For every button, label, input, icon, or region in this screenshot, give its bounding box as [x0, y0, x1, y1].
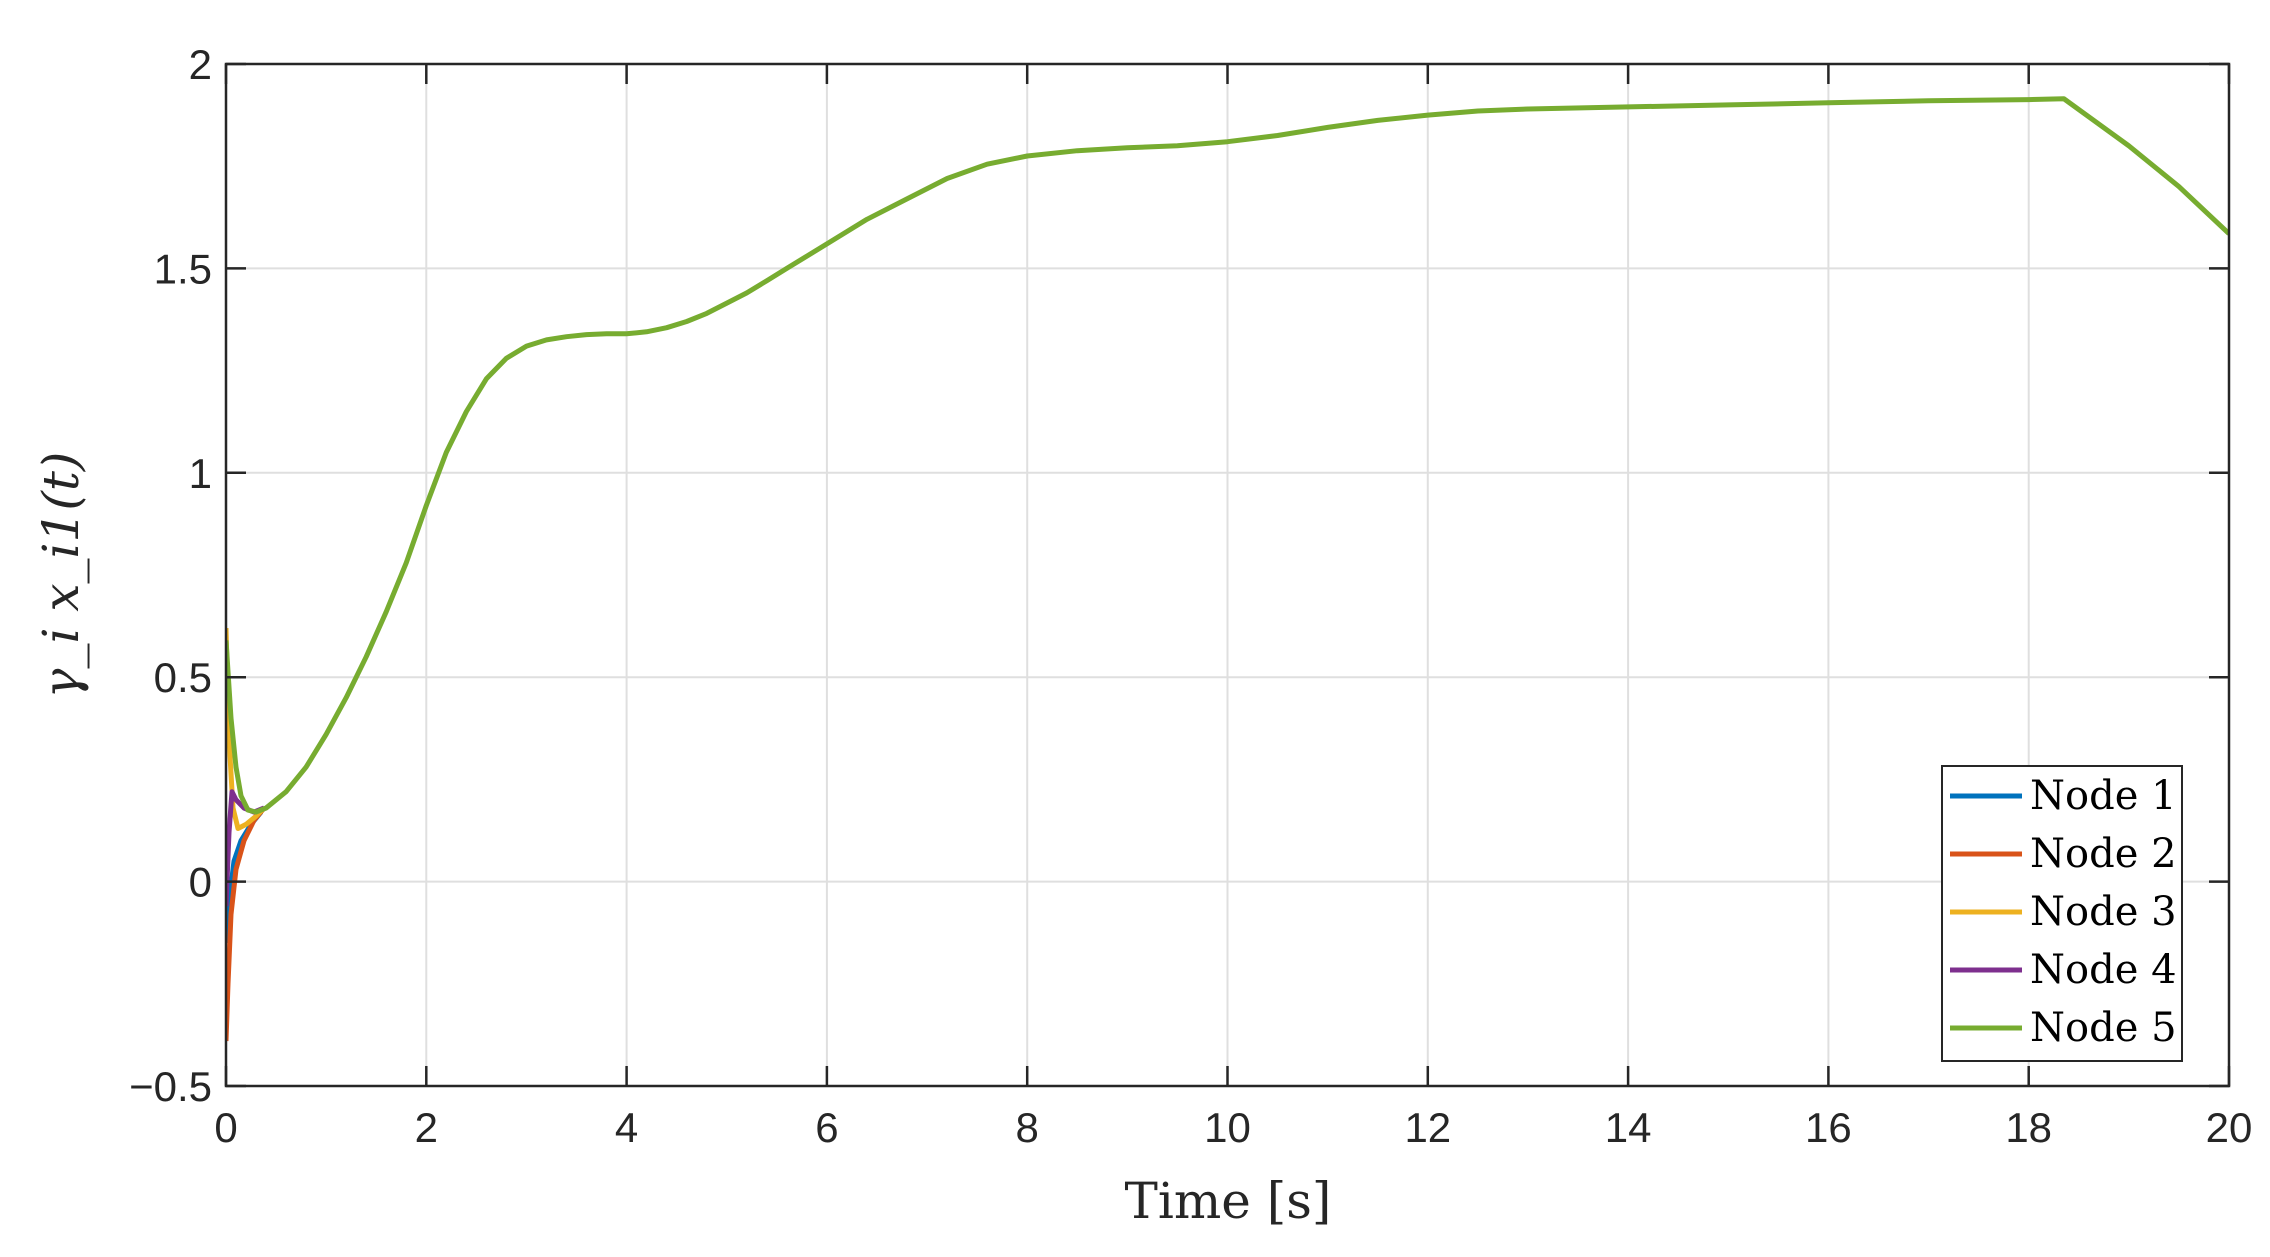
- legend-label: Node 3: [2030, 889, 2177, 935]
- x-tick-label: 18: [2005, 1104, 2052, 1151]
- x-tick-label: 8: [1016, 1104, 1039, 1151]
- y-tick-labels: −0.5 0 0.5 1 1.5 2: [129, 41, 212, 1110]
- x-tick-label: 16: [1805, 1104, 1852, 1151]
- y-tick-label: 1.5: [154, 245, 212, 292]
- grid-lines: [226, 64, 2229, 1086]
- legend-label: Node 5: [2030, 1005, 2177, 1051]
- y-tick-label: 0.5: [154, 654, 212, 701]
- x-tick-label: 6: [815, 1104, 838, 1151]
- series-line-node-3: [226, 628, 266, 831]
- series-line-node-5: [226, 96, 2229, 815]
- x-tick-label: 2: [415, 1104, 438, 1151]
- axis-ticks: [224, 62, 2231, 1088]
- y-tick-label: 2: [189, 41, 212, 88]
- y-tick-label: −0.5: [129, 1063, 212, 1110]
- x-tick-labels: 0 2 4 6 8 10 12 14 16 18 20: [214, 1104, 2252, 1151]
- x-tick-label: 10: [1204, 1104, 1251, 1151]
- legend: Node 1 Node 2 Node 3 Node 4 Node 5: [1941, 765, 2183, 1062]
- x-tick-label: 0: [214, 1104, 237, 1151]
- x-axis-label: Time [s]: [1125, 1172, 1332, 1230]
- x-tick-label: 12: [1404, 1104, 1451, 1151]
- y-tick-label: 0: [189, 859, 212, 906]
- y-tick-label: 1: [189, 450, 212, 497]
- x-tick-label: 20: [2206, 1104, 2253, 1151]
- legend-label: Node 2: [2030, 831, 2177, 877]
- y-axis-label: γ_i x_i1(t): [32, 452, 90, 699]
- x-tick-label: 14: [1605, 1104, 1652, 1151]
- legend-label: Node 1: [2030, 773, 2177, 819]
- data-series: [226, 96, 2229, 1042]
- legend-label: Node 4: [2030, 947, 2177, 993]
- x-tick-label: 4: [615, 1104, 638, 1151]
